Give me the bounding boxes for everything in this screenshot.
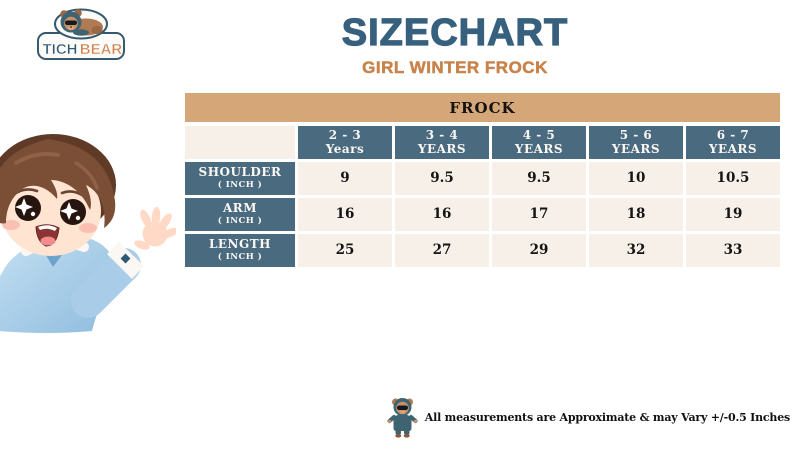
tichbear-logo-icon: TICH BEAR [37,8,125,60]
table-cell: 19 [686,198,780,231]
size-grid: 2 - 3 Years 3 - 4 YEARS 4 - 5 YEARS 5 - … [185,126,780,267]
disclaimer: All measurements are Approximate & may V… [387,396,790,438]
table-cell: 18 [589,198,683,231]
age-column-header-1: 2 - 3 Years [298,126,392,159]
row-label-shoulder: SHOULDER ( INCH ) [185,162,295,195]
table-cell: 16 [298,198,392,231]
table-cell: 17 [492,198,586,231]
bear-mascot-icon [387,398,418,438]
table-cell: 33 [686,234,780,267]
table-cell: 27 [395,234,489,267]
size-table: FROCK 2 - 3 Years 3 - 4 YEARS 4 - 5 YEAR… [185,93,780,267]
brand-logo: TICH BEAR [36,5,126,63]
age-column-header-2: 3 - 4 YEARS [395,126,489,159]
age-column-header-3: 4 - 5 YEARS [492,126,586,159]
corner-cell [185,126,295,159]
title-block: SIZECHART GIRL WINTER FROCK [185,12,725,78]
table-cell: 32 [589,234,683,267]
table-cell: 10.5 [686,162,780,195]
product-header-band: FROCK [185,93,780,122]
page-title: SIZECHART [341,12,569,54]
table-cell: 9.5 [492,162,586,195]
age-column-header-4: 5 - 6 YEARS [589,126,683,159]
row-label-length: LENGTH ( INCH ) [185,234,295,267]
table-cell: 29 [492,234,586,267]
table-cell: 16 [395,198,489,231]
table-cell: 9 [298,162,392,195]
age-column-header-5: 6 - 7 YEARS [686,126,780,159]
logo-text-bear: BEAR [80,41,123,58]
table-cell: 25 [298,234,392,267]
table-cell: 10 [589,162,683,195]
table-cell: 9.5 [395,162,489,195]
boy-waving-illustration [0,133,179,338]
boy-waving-icon [0,134,179,333]
row-label-arm: ARM ( INCH ) [185,198,295,231]
logo-text-tich: TICH [43,41,78,58]
disclaimer-text: All measurements are Approximate & may V… [424,410,790,424]
page-subtitle: GIRL WINTER FROCK [362,57,548,78]
